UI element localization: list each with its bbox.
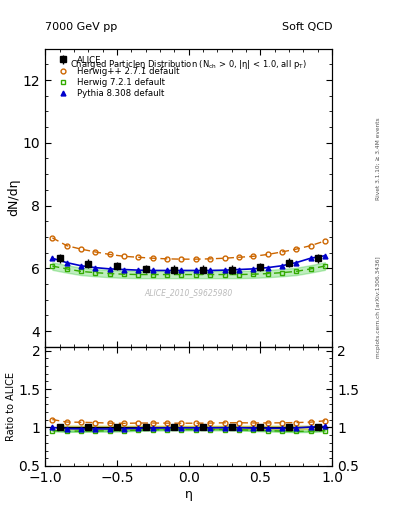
- Herwig++ 2.7.1 default: [107, 251, 112, 258]
- Herwig++ 2.7.1 default: [136, 254, 141, 260]
- Line: Herwig++ 2.7.1 default: Herwig++ 2.7.1 default: [50, 236, 327, 262]
- Herwig++ 2.7.1 default: [151, 255, 155, 261]
- Y-axis label: dN/dη: dN/dη: [7, 179, 20, 217]
- Herwig++ 2.7.1 default: [64, 243, 69, 249]
- Pythia 8.308 default: [50, 255, 55, 261]
- Herwig++ 2.7.1 default: [122, 253, 127, 260]
- Pythia 8.308 default: [237, 266, 241, 272]
- Herwig 7.2.1 default: [79, 268, 83, 274]
- Herwig 7.2.1 default: [179, 271, 184, 278]
- Herwig 7.2.1 default: [237, 271, 241, 278]
- Pythia 8.308 default: [179, 267, 184, 273]
- Herwig 7.2.1 default: [64, 266, 69, 272]
- Herwig 7.2.1 default: [279, 270, 284, 276]
- Herwig 7.2.1 default: [251, 271, 255, 278]
- Pythia 8.308 default: [193, 267, 198, 273]
- Herwig 7.2.1 default: [265, 270, 270, 276]
- Herwig 7.2.1 default: [107, 270, 112, 276]
- Pythia 8.308 default: [222, 267, 227, 273]
- Herwig 7.2.1 default: [50, 263, 55, 269]
- Herwig 7.2.1 default: [222, 271, 227, 278]
- Herwig++ 2.7.1 default: [165, 256, 169, 262]
- Pythia 8.308 default: [136, 267, 141, 273]
- Herwig++ 2.7.1 default: [50, 235, 55, 241]
- Pythia 8.308 default: [308, 255, 313, 261]
- Herwig++ 2.7.1 default: [222, 255, 227, 261]
- Pythia 8.308 default: [294, 260, 299, 266]
- Pythia 8.308 default: [122, 266, 127, 272]
- Herwig 7.2.1 default: [122, 271, 127, 278]
- Pythia 8.308 default: [251, 266, 255, 272]
- Text: 7000 GeV pp: 7000 GeV pp: [45, 22, 118, 32]
- Herwig++ 2.7.1 default: [308, 243, 313, 249]
- Herwig++ 2.7.1 default: [265, 251, 270, 258]
- Herwig++ 2.7.1 default: [251, 253, 255, 260]
- Text: Rivet 3.1.10; ≥ 3.4M events: Rivet 3.1.10; ≥ 3.4M events: [376, 117, 380, 200]
- Line: Herwig 7.2.1 default: Herwig 7.2.1 default: [50, 264, 327, 277]
- Herwig 7.2.1 default: [193, 271, 198, 278]
- Herwig 7.2.1 default: [308, 266, 313, 272]
- Herwig++ 2.7.1 default: [208, 256, 213, 262]
- Pythia 8.308 default: [64, 260, 69, 266]
- Herwig++ 2.7.1 default: [323, 238, 327, 244]
- Herwig 7.2.1 default: [294, 268, 299, 274]
- Pythia 8.308 default: [79, 263, 83, 269]
- Legend: ALICE, Herwig++ 2.7.1 default, Herwig 7.2.1 default, Pythia 8.308 default: ALICE, Herwig++ 2.7.1 default, Herwig 7.…: [50, 53, 182, 100]
- Pythia 8.308 default: [107, 266, 112, 272]
- Herwig++ 2.7.1 default: [237, 254, 241, 260]
- Herwig 7.2.1 default: [151, 271, 155, 278]
- Herwig++ 2.7.1 default: [294, 246, 299, 252]
- Pythia 8.308 default: [265, 265, 270, 271]
- Pythia 8.308 default: [323, 252, 327, 259]
- Pythia 8.308 default: [93, 265, 98, 271]
- Line: Pythia 8.308 default: Pythia 8.308 default: [50, 253, 327, 273]
- Y-axis label: Ratio to ALICE: Ratio to ALICE: [6, 372, 16, 441]
- Herwig++ 2.7.1 default: [193, 256, 198, 262]
- Pythia 8.308 default: [208, 267, 213, 273]
- Text: ALICE_2010_S9625980: ALICE_2010_S9625980: [145, 289, 233, 297]
- Text: Charged Particle$\mathdefault{\eta}$ Distribution ($\mathdefault{N_{ch}}$ > 0, $: Charged Particle$\mathdefault{\eta}$ Dis…: [70, 57, 307, 71]
- Text: mcplots.cern.ch [arXiv:1306.3436]: mcplots.cern.ch [arXiv:1306.3436]: [376, 257, 380, 358]
- Herwig++ 2.7.1 default: [179, 256, 184, 262]
- Herwig 7.2.1 default: [208, 271, 213, 278]
- Herwig++ 2.7.1 default: [279, 249, 284, 255]
- Herwig 7.2.1 default: [323, 263, 327, 269]
- Text: Soft QCD: Soft QCD: [282, 22, 332, 32]
- Herwig 7.2.1 default: [165, 271, 169, 278]
- Herwig 7.2.1 default: [136, 271, 141, 278]
- Pythia 8.308 default: [151, 267, 155, 273]
- Herwig++ 2.7.1 default: [79, 246, 83, 252]
- X-axis label: η: η: [185, 487, 193, 501]
- Pythia 8.308 default: [165, 267, 169, 273]
- Herwig++ 2.7.1 default: [93, 249, 98, 255]
- Pythia 8.308 default: [279, 263, 284, 269]
- Herwig 7.2.1 default: [93, 270, 98, 276]
